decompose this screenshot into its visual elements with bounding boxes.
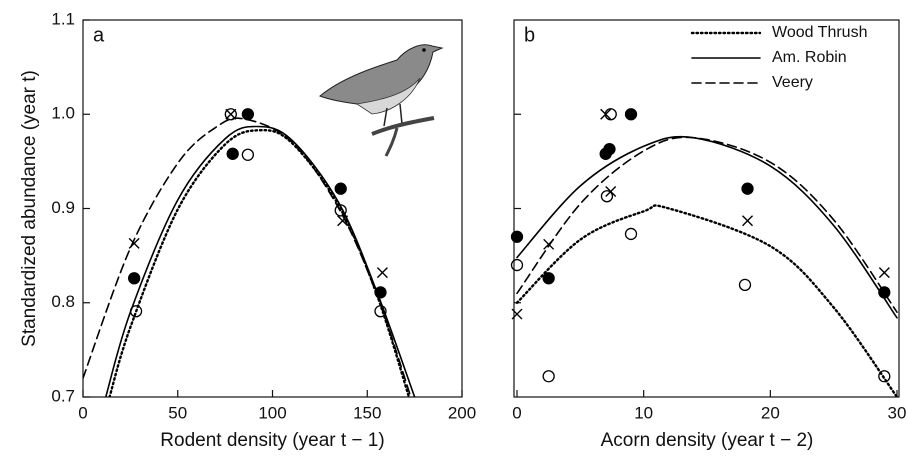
cross-marker: [225, 108, 237, 120]
cross-marker: [376, 267, 388, 279]
filled-circle-marker: [374, 286, 387, 299]
x-tick-label: 50: [168, 403, 187, 422]
open-circle-marker: [374, 305, 387, 318]
cross-stroke: [511, 308, 523, 320]
y-tick-label: 1.1: [51, 9, 75, 28]
cross-stroke: [225, 108, 237, 120]
filled-circle-marker: [624, 108, 638, 121]
x-axis-label: Rodent density (year t − 1): [160, 430, 384, 451]
open-circle-marker: [224, 108, 237, 121]
cross-stroke: [600, 108, 612, 120]
filled-circle-marker: [878, 286, 891, 299]
open-circle-marker: [241, 148, 255, 161]
filled-circle-marker: [603, 142, 616, 156]
legend-label: Wood Thrush: [772, 24, 867, 41]
y-tick-label: 1.0: [51, 104, 75, 123]
open-circle-marker: [542, 370, 555, 383]
cross-stroke: [742, 215, 754, 227]
x-tick-label: 200: [448, 403, 476, 422]
cross-stroke: [337, 215, 349, 227]
x-tick-label: 10: [634, 403, 653, 422]
cross-marker: [511, 308, 523, 320]
open-circle-marker: [604, 108, 617, 121]
y-axis-label: Standardized abundance (year t): [19, 70, 40, 347]
filled-circle-marker: [510, 230, 524, 243]
cross-stroke: [605, 186, 617, 198]
panel-label: a: [93, 24, 105, 46]
bird-illustration: [319, 44, 444, 157]
open-circle-marker: [510, 258, 524, 272]
cross-marker: [742, 215, 754, 227]
cross-stroke: [376, 267, 388, 279]
cross-marker: [128, 237, 140, 249]
filled-circle-marker: [741, 182, 754, 195]
x-tick-label: 100: [258, 403, 286, 422]
cross-marker: [543, 238, 555, 250]
filled-circle-marker: [241, 108, 255, 121]
x-axis-label: Acorn density (year t − 2): [601, 430, 814, 451]
x-tick-label: 30: [888, 403, 907, 422]
cross-stroke: [878, 267, 890, 279]
fit-curve: [516, 136, 898, 313]
fit-curve: [104, 125, 416, 397]
cross-marker: [337, 215, 349, 227]
fit-curve: [108, 128, 411, 397]
open-circle-marker: [600, 190, 614, 203]
cross-marker: [605, 186, 617, 198]
cross-marker: [600, 108, 612, 120]
legend-label: Am. Robin: [772, 49, 847, 66]
y-tick-label: 0.9: [51, 198, 75, 217]
fit-curve: [515, 204, 899, 397]
plot-frame: [513, 19, 900, 398]
legend-label: Veery: [772, 74, 813, 91]
open-circle-marker: [624, 227, 638, 241]
x-tick-label: 150: [353, 403, 381, 422]
y-tick-label: 0.7: [51, 386, 75, 405]
y-tick-label: 0.8: [51, 292, 75, 311]
cross-stroke: [128, 237, 140, 249]
open-circle-marker: [878, 370, 891, 383]
filled-circle-marker: [334, 182, 347, 195]
x-tick-label: 20: [761, 403, 780, 422]
filled-circle-marker: [226, 147, 239, 160]
panel-label: b: [524, 24, 535, 46]
open-circle-marker: [129, 305, 143, 318]
filled-circle-marker: [542, 272, 555, 285]
x-tick-label: 0: [78, 403, 87, 422]
cross-stroke: [543, 238, 555, 250]
cross-marker: [878, 267, 890, 279]
filled-circle-marker: [128, 272, 141, 285]
open-circle-marker: [334, 204, 347, 217]
x-tick-label: 0: [512, 403, 521, 422]
open-circle-marker: [738, 278, 752, 291]
